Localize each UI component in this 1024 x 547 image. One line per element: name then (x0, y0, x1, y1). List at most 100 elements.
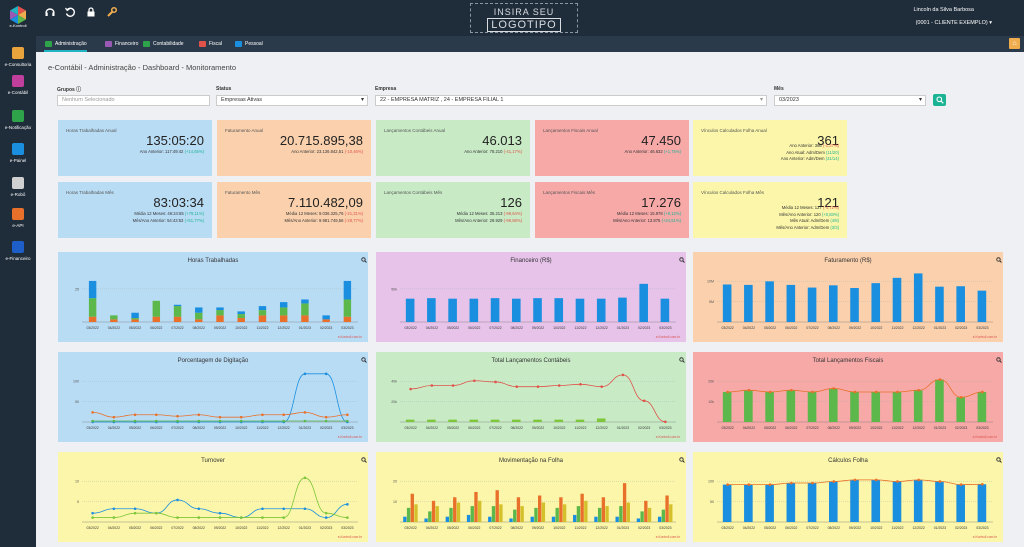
sidebar-item-3[interactable]: e-Painel (0, 143, 36, 173)
sidebar-item-4[interactable]: e-Robô (0, 177, 36, 207)
sidebar-item-2[interactable]: e-Notificação (0, 110, 36, 140)
bar (871, 283, 881, 322)
refresh-icon[interactable] (64, 6, 76, 18)
x-tick-label: 07/2022 (489, 326, 501, 330)
logo-placeholder: INSIRA SEU LOGOTIPO (470, 3, 578, 33)
data-point (282, 419, 285, 423)
bar (597, 507, 602, 522)
bar (322, 315, 330, 320)
y-tick-label: 10 (393, 500, 397, 504)
grupos-select[interactable]: Nenhum Selecionado (57, 95, 210, 106)
bar (490, 419, 500, 422)
data-point (176, 419, 179, 423)
bar (424, 518, 428, 522)
headset-icon[interactable] (44, 6, 56, 18)
x-tick-label: 09/2022 (532, 326, 544, 330)
home-icon: ⌂ (1012, 40, 1017, 47)
empresa-select[interactable]: 22 - EMPRESA MATRIZ , 24 - EMPRESA FILIA… (375, 95, 767, 106)
bar (343, 299, 352, 317)
sidebar-item-5[interactable]: e-API (0, 208, 36, 238)
module-tab-2[interactable]: Contabilidade (142, 36, 184, 52)
bar (913, 273, 923, 322)
sidebar-item-0[interactable]: e-Consultoria (0, 47, 36, 77)
chevron-down-icon: ▾ (759, 97, 763, 103)
brand-logo-icon[interactable] (8, 5, 28, 27)
kpi-card: Vínculos Calculados Folha Anual 361 Ano An… (693, 120, 847, 176)
bar (584, 500, 588, 522)
client-selector[interactable]: (0001 - CLIENTE EXEMPLO) ▾ (916, 20, 992, 26)
sidebar-item-6[interactable]: e-Financeiro (0, 241, 36, 271)
kpi-value: 135:05:20 (146, 133, 204, 148)
x-tick-label: 06/2022 (468, 426, 480, 430)
module-tab-3[interactable]: Fiscal (198, 36, 222, 52)
x-tick-label: 01/2023 (617, 426, 629, 430)
mes-select[interactable]: 03/2023 ▾ (774, 95, 926, 106)
kpi-title: Vínculos Calculados Folha Anual (701, 128, 767, 133)
home-button[interactable]: ⌂ (1009, 38, 1020, 49)
x-tick-label: 07/2022 (171, 526, 183, 530)
sidebar-item-1[interactable]: e-Contábil (0, 75, 36, 105)
kpi-title: Faturamento Anual (225, 128, 264, 133)
kpi-subline: Ano Anterior: 366 (-1,37%) (789, 143, 839, 148)
data-point (155, 419, 158, 423)
bar (935, 481, 944, 522)
x-tick-label: 05/2022 (447, 326, 459, 330)
bar (534, 507, 538, 522)
kpi-sub-delta: (-28,77%) (344, 217, 363, 223)
user-name[interactable]: Lincoln da Silva Barbosa (913, 7, 974, 13)
module-tab-4[interactable]: Pessoal (234, 36, 263, 52)
bar (871, 391, 881, 422)
sidebar-item-label: e-Robô (10, 192, 26, 197)
kpi-sub-delta: (+14,65%) (184, 149, 204, 154)
data-point (451, 384, 455, 387)
kpi-subline: Ano Anterior: 117:49:42 (+14,65%) (140, 149, 204, 154)
data-point (917, 388, 920, 392)
x-tick-label: 01/2023 (299, 526, 311, 530)
kpi-subline: Ano Anterior: 78.210 (-41,17%) (464, 149, 522, 154)
sidebar-icon-4 (12, 177, 24, 189)
x-tick-label: 05/2022 (129, 326, 141, 330)
x-tick-label: 03/2023 (659, 426, 671, 430)
wrench-icon[interactable] (106, 6, 118, 18)
chart-panel: 50k 03/2022 04/2022 05/2022 06/2022 07/2022 08… (376, 252, 686, 342)
bar (490, 298, 500, 322)
bar (322, 319, 330, 322)
bar (216, 307, 224, 311)
x-tick-label: 12/2022 (596, 426, 608, 430)
kpi-sub-text: Mês/Ano Anterior: 29.929 (455, 217, 503, 223)
bar (807, 287, 817, 322)
info-icon[interactable]: ⓘ (76, 87, 82, 93)
data-point (664, 420, 667, 424)
data-point (133, 413, 137, 417)
data-point (874, 390, 878, 394)
status-select[interactable]: Empresas Ativas ▾ (216, 95, 368, 106)
bar (516, 497, 521, 522)
lock-icon[interactable] (85, 6, 97, 18)
x-tick-label: 01/2023 (617, 326, 629, 330)
data-point (324, 372, 328, 376)
bar (850, 391, 859, 422)
bar (554, 419, 564, 422)
bar (469, 419, 479, 422)
module-tab-0[interactable]: Administração (44, 36, 87, 52)
x-tick-label: 07/2022 (806, 526, 818, 530)
bar (405, 298, 415, 322)
module-tab-1[interactable]: Financeiro (104, 36, 138, 52)
module-icon (105, 41, 112, 47)
chart-panel: 100 50 03/2022 04/2022 05/2022 06/2022 07/2022… (693, 452, 1003, 542)
bar (541, 502, 546, 522)
bar (913, 479, 923, 522)
search-button[interactable] (933, 94, 946, 106)
x-tick-label: 10/2022 (235, 526, 247, 530)
data-point (430, 384, 434, 387)
x-tick-label: 11/2022 (574, 426, 586, 430)
bar (765, 281, 774, 322)
chart-title: Porcentagem de Digitação (177, 358, 249, 364)
bar (807, 483, 817, 522)
sidebar-item-label: e-Notificação (4, 125, 32, 130)
data-point (959, 483, 963, 486)
x-tick-label: 11/2022 (256, 526, 268, 530)
kpi-sub-text: Média 12 Meses: 35.213 (456, 211, 503, 216)
chart-credit: e-Kontroll.com.br (972, 435, 997, 439)
bar (405, 419, 415, 422)
